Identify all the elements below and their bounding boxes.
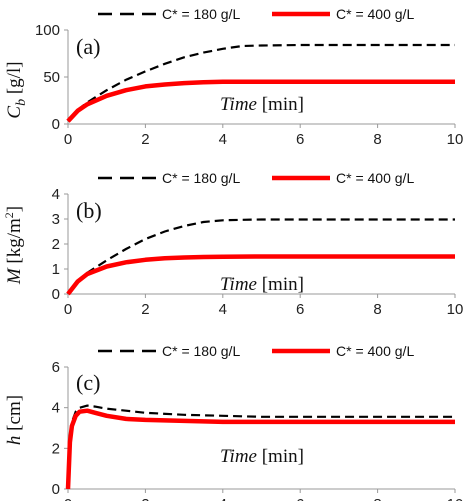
legend: C* = 180 g/L C* = 400 g/L bbox=[98, 6, 414, 22]
x-tick-label: 10 bbox=[447, 496, 464, 501]
y-axis-title-close: ] bbox=[4, 206, 25, 212]
x-tick-label: 10 bbox=[447, 131, 464, 148]
y-tick-label: 3 bbox=[52, 211, 60, 228]
chart-panel-2: 0 1 2 3 4 0 2 4 6 8 10 C* = 180 g/L C* = 400 g/L (b) T… bbox=[2, 170, 463, 318]
x-tick-label: 2 bbox=[141, 301, 149, 318]
x-tick-label: 4 bbox=[219, 301, 227, 318]
legend-label-c400: C* = 400 g/L bbox=[336, 343, 414, 359]
series-line-c400 bbox=[66, 79, 455, 123]
y-axis-title-sub: b bbox=[14, 99, 29, 106]
series-line-c400 bbox=[65, 408, 455, 490]
y-tick-label: 2 bbox=[52, 236, 60, 253]
x-axis-title-unit: [min] bbox=[257, 446, 304, 467]
y-tick-label: 2 bbox=[52, 440, 60, 457]
x-tick-label: 8 bbox=[373, 496, 381, 501]
series-line-c180 bbox=[67, 218, 455, 295]
panel-label: (a) bbox=[76, 34, 100, 59]
x-tick-label: 6 bbox=[296, 131, 304, 148]
x-axis-title: Time [min] bbox=[220, 446, 304, 467]
panel-label: (b) bbox=[76, 198, 102, 223]
x-tick-label: 8 bbox=[373, 131, 381, 148]
x-tick-label: 0 bbox=[64, 496, 72, 501]
y-axis-title: h [cm] bbox=[4, 395, 25, 445]
y-axis-title-var: C bbox=[4, 106, 25, 119]
x-tick-label: 4 bbox=[219, 131, 227, 148]
y-tick-label: 100 bbox=[35, 22, 60, 39]
y-axis-title-sup: 2 bbox=[2, 212, 16, 218]
y-tick-label: 0 bbox=[52, 286, 60, 303]
x-axis-title: Time [min] bbox=[220, 94, 304, 115]
panel-label: (c) bbox=[76, 370, 100, 395]
x-tick-label: 10 bbox=[447, 301, 464, 318]
y-tick-label: 6 bbox=[52, 359, 60, 376]
y-axis-title: M [kg/m2] bbox=[2, 206, 25, 285]
legend-label-c180: C* = 180 g/L bbox=[162, 170, 240, 186]
y-tick-label: 4 bbox=[52, 400, 60, 417]
legend: C* = 180 g/L C* = 400 g/L bbox=[98, 170, 414, 186]
x-tick-label: 4 bbox=[219, 496, 227, 501]
x-axis-title-var: Time bbox=[220, 446, 257, 467]
x-tick-label: 2 bbox=[141, 131, 149, 148]
chart-panel-3: 0 2 4 6 0 2 4 6 8 10 C* = 180 g/L C* = 400 g/L (c) Ti… bbox=[4, 343, 463, 501]
series-line-c400 bbox=[66, 254, 455, 296]
x-tick-label: 6 bbox=[296, 496, 304, 501]
y-axis-title-unit: [cm] bbox=[4, 395, 25, 436]
x-axis-title-var: Time bbox=[220, 94, 257, 115]
x-tick-label: 6 bbox=[296, 301, 304, 318]
legend-label-c180: C* = 180 g/L bbox=[162, 343, 240, 359]
legend-label-c400: C* = 400 g/L bbox=[336, 6, 414, 22]
chart-panel-1: 0 50 100 0 2 4 6 8 10 C* = 180 g/L C* = 400 g/L (a)… bbox=[4, 6, 463, 148]
legend-label-c400: C* = 400 g/L bbox=[336, 170, 414, 186]
x-tick-label: 2 bbox=[141, 496, 149, 501]
y-axis-title: Cb [g/l] bbox=[4, 61, 29, 118]
x-tick-label: 8 bbox=[373, 301, 381, 318]
y-axis-title-unit: [g/l] bbox=[4, 61, 25, 98]
y-axis-title-unit: [kg/m bbox=[4, 218, 25, 268]
y-tick-label: 0 bbox=[52, 116, 60, 133]
y-tick-label: 4 bbox=[52, 186, 60, 203]
x-axis-title: Time [min] bbox=[220, 274, 304, 295]
y-tick-label: 1 bbox=[52, 261, 60, 278]
x-axis-title-var: Time bbox=[220, 274, 257, 295]
y-axis-title-var: h bbox=[4, 436, 25, 446]
x-tick-label: 0 bbox=[64, 131, 72, 148]
series-line-c180 bbox=[67, 43, 455, 122]
y-tick-label: 50 bbox=[43, 69, 60, 86]
legend-label-c180: C* = 180 g/L bbox=[162, 6, 240, 22]
x-axis-title-unit: [min] bbox=[257, 94, 304, 115]
y-axis-title-var: M bbox=[4, 267, 25, 285]
x-tick-label: 0 bbox=[64, 301, 72, 318]
y-tick-label: 0 bbox=[52, 481, 60, 498]
legend: C* = 180 g/L C* = 400 g/L bbox=[98, 343, 414, 359]
x-axis-title-unit: [min] bbox=[257, 274, 304, 295]
